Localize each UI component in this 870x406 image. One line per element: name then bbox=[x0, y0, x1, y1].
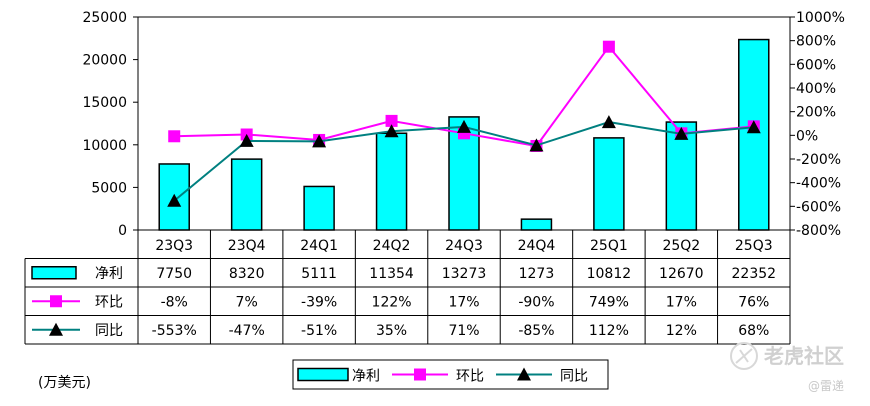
category-label: 24Q3 bbox=[445, 238, 483, 254]
legend-label: 同比 bbox=[560, 369, 588, 385]
data-label: 12% bbox=[666, 323, 697, 339]
legend-label: 环比 bbox=[456, 369, 484, 385]
point bbox=[385, 114, 398, 127]
data-label: 7750 bbox=[156, 266, 192, 282]
y-left-tick-label: 15000 bbox=[82, 95, 127, 111]
data-label: -553% bbox=[152, 323, 197, 339]
data-label: 11354 bbox=[369, 266, 414, 282]
y-left-tick-label: 5000 bbox=[91, 180, 127, 196]
data-label: 17% bbox=[448, 294, 479, 310]
point bbox=[167, 193, 182, 207]
y-left-tick-label: 0 bbox=[118, 223, 127, 239]
point bbox=[239, 133, 254, 147]
bar bbox=[738, 38, 770, 231]
data-label: 1273 bbox=[519, 266, 555, 282]
data-label: -39% bbox=[301, 294, 337, 310]
data-label: -85% bbox=[518, 323, 554, 339]
data-label: 122% bbox=[372, 294, 412, 310]
data-label: 8320 bbox=[229, 266, 265, 282]
data-label: 5111 bbox=[301, 266, 337, 282]
legend-swatch-bar bbox=[31, 266, 77, 280]
watermark: 老虎社区 @雷递 bbox=[730, 342, 844, 393]
data-label: 35% bbox=[376, 323, 407, 339]
data-label: 7% bbox=[236, 294, 258, 310]
y-left-tick-label: 10000 bbox=[82, 138, 127, 154]
legend: 净利 环比 同比 bbox=[292, 359, 609, 390]
data-label: 10812 bbox=[587, 266, 632, 282]
data-label: -47% bbox=[229, 323, 265, 339]
category-label: 23Q3 bbox=[155, 238, 193, 254]
bar bbox=[665, 121, 698, 231]
point bbox=[674, 126, 689, 140]
bar bbox=[230, 158, 263, 231]
y-right-tick-label: -800% bbox=[796, 223, 841, 239]
watermark-sub: @雷递 bbox=[808, 379, 844, 393]
category-label: 25Q3 bbox=[735, 238, 773, 254]
category-label: 24Q4 bbox=[518, 238, 556, 254]
point bbox=[457, 119, 471, 133]
y-left-tick-label: 25000 bbox=[82, 10, 127, 26]
y-left-tick-label: 20000 bbox=[82, 53, 127, 69]
legend-marker bbox=[414, 368, 426, 381]
point bbox=[602, 40, 615, 53]
point bbox=[458, 127, 470, 140]
data-label: 68% bbox=[738, 323, 769, 339]
legend-label: 净利 bbox=[352, 369, 380, 385]
point bbox=[746, 120, 761, 134]
data-label: 12670 bbox=[659, 266, 704, 282]
watermark-text: 老虎社区 bbox=[764, 344, 844, 368]
category-label: 23Q4 bbox=[228, 238, 266, 254]
data-label: 17% bbox=[666, 294, 697, 310]
y-right-tick-label: 200% bbox=[796, 105, 836, 121]
category-label: 25Q2 bbox=[662, 238, 700, 254]
point bbox=[168, 130, 181, 143]
unit-label: (万美元) bbox=[38, 375, 91, 391]
watermark-logo-icon bbox=[730, 342, 758, 370]
data-label: 112% bbox=[589, 323, 629, 339]
category-label: 24Q2 bbox=[373, 238, 411, 254]
data-label: 749% bbox=[589, 294, 629, 310]
y-right-tick-label: 600% bbox=[796, 57, 836, 73]
plot-area: 25000 20000 15000 10000 5000 0 1000% 800% 600% 40… bbox=[82, 10, 844, 239]
data-table: 23Q3 23Q4 24Q1 24Q2 24Q3 24Q4 25Q1 25Q2 25Q3 净利 77… bbox=[24, 230, 791, 345]
y-right-tick-label: -400% bbox=[796, 176, 841, 192]
data-label: -90% bbox=[518, 294, 554, 310]
watermark-logo-mark bbox=[735, 348, 753, 364]
bar bbox=[520, 218, 553, 231]
point bbox=[601, 115, 616, 129]
y-right-tick-label: -600% bbox=[796, 199, 841, 215]
legend-marker bbox=[49, 322, 63, 336]
series-name: 环比 bbox=[95, 294, 123, 310]
series-name: 同比 bbox=[95, 323, 123, 339]
category-label: 25Q1 bbox=[590, 238, 628, 254]
legend-marker bbox=[517, 367, 531, 381]
series-name: 净利 bbox=[95, 266, 123, 282]
data-label: 71% bbox=[448, 323, 479, 339]
legend-marker bbox=[50, 295, 62, 308]
y-right-tick-label: 1000% bbox=[796, 10, 845, 26]
y-right-tick-label: 800% bbox=[796, 34, 836, 50]
bar bbox=[593, 137, 625, 231]
bar bbox=[375, 132, 408, 231]
data-label: 76% bbox=[738, 294, 769, 310]
y-right-tick-label: 400% bbox=[796, 81, 836, 97]
data-label: -8% bbox=[161, 294, 188, 310]
data-label: 22352 bbox=[732, 266, 777, 282]
y-right-tick-label: -200% bbox=[796, 152, 841, 168]
y-right-tick-label: 0% bbox=[796, 128, 818, 144]
point bbox=[384, 124, 399, 138]
data-label: -51% bbox=[301, 323, 337, 339]
category-label: 24Q1 bbox=[300, 238, 338, 254]
point bbox=[312, 134, 327, 148]
bar bbox=[303, 185, 335, 231]
data-label: 13273 bbox=[442, 266, 487, 282]
legend-swatch-bar bbox=[297, 367, 349, 382]
point bbox=[529, 138, 544, 152]
